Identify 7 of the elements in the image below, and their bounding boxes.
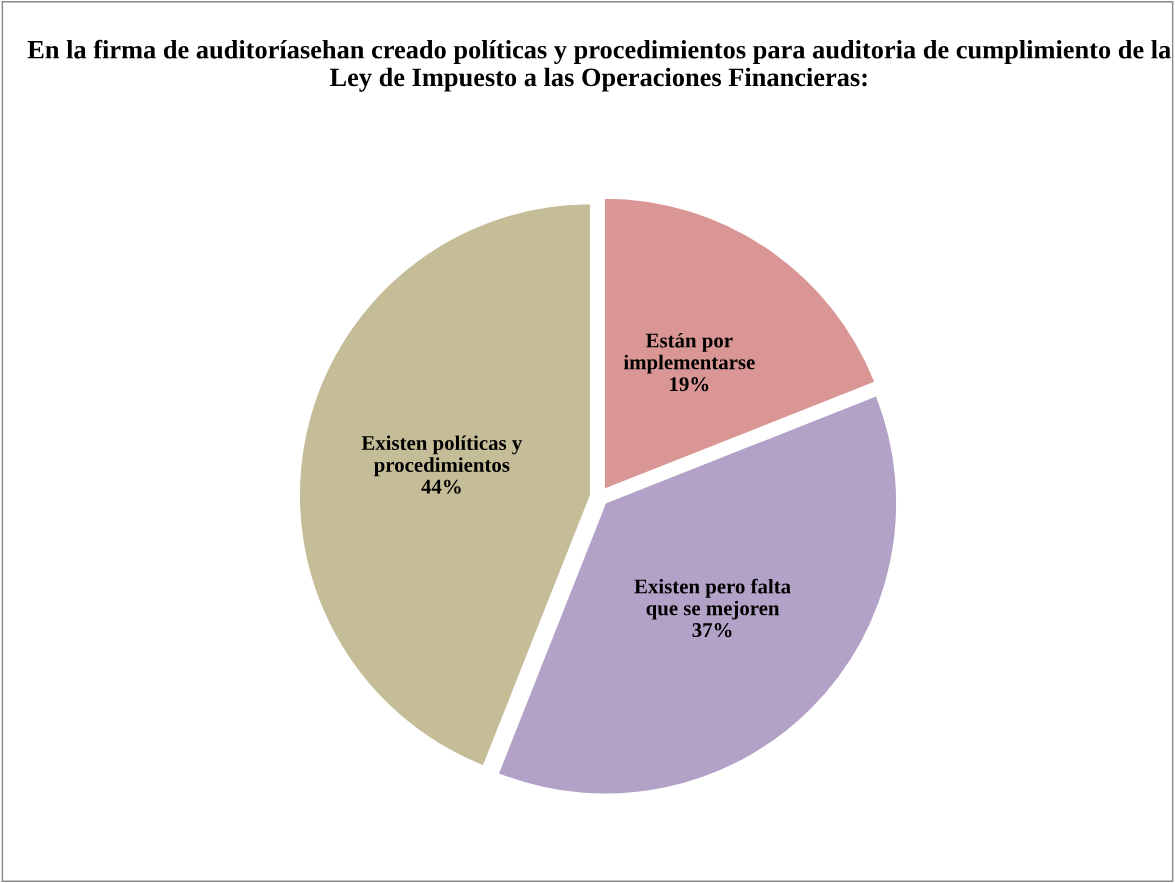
data-label: 44% bbox=[421, 479, 461, 494]
chart-title: En la firma de auditoríasehan creado políticas y procedimientos para auditoria de cumplimiento de la Ley de Impuesto a las Operaciones Financieras: bbox=[27, 39, 1171, 92]
data-label: 37% bbox=[692, 623, 732, 638]
slice-label: Existen políticas y procedimientos bbox=[361, 435, 523, 477]
slice-label: Existen pero falta que se mejoren bbox=[634, 578, 791, 620]
data-label: 19% bbox=[670, 377, 709, 392]
slice-label: Están por implementarse bbox=[623, 332, 755, 374]
